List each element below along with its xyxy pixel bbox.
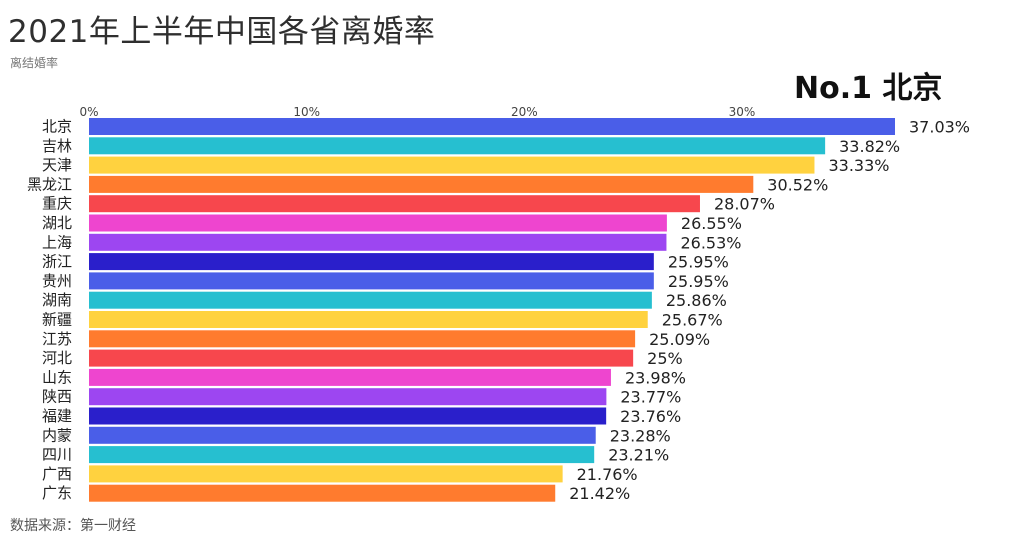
value-label: 26.55% xyxy=(681,214,742,233)
category-label: 重庆 xyxy=(42,195,72,213)
bar xyxy=(89,407,607,425)
value-label: 25.09% xyxy=(649,330,710,349)
value-label: 25.95% xyxy=(668,272,729,291)
value-label: 25.95% xyxy=(668,253,729,272)
rank-label: No.1 北京 xyxy=(794,71,943,106)
value-label: 26.53% xyxy=(680,233,741,252)
category-label: 广东 xyxy=(42,484,72,502)
x-tick-label: 20% xyxy=(511,105,538,119)
bar xyxy=(89,368,611,386)
x-tick-label: 0% xyxy=(79,105,98,119)
bar xyxy=(89,272,654,290)
value-label: 37.03% xyxy=(909,118,970,137)
category-label: 河北 xyxy=(42,349,72,367)
bar xyxy=(89,349,634,367)
value-label: 23.98% xyxy=(625,368,686,387)
bar xyxy=(89,311,648,328)
category-label: 贵州 xyxy=(42,272,72,290)
bar xyxy=(89,195,700,213)
category-label: 黑龙江 xyxy=(27,175,72,193)
category-label: 吉林 xyxy=(42,137,72,155)
category-label: 浙江 xyxy=(42,253,72,271)
category-label: 山东 xyxy=(42,368,72,386)
bar xyxy=(89,137,826,155)
category-label: 上海 xyxy=(42,233,72,251)
value-label: 21.42% xyxy=(569,484,630,503)
value-label: 23.21% xyxy=(608,446,669,465)
chart-title: 2021年上半年中国各省离婚率 xyxy=(8,14,436,50)
category-label: 福建 xyxy=(42,407,72,425)
value-label: 25.67% xyxy=(662,311,723,330)
bar xyxy=(89,388,607,406)
bar xyxy=(89,484,556,502)
category-label: 内蒙 xyxy=(42,426,72,444)
category-label: 湖南 xyxy=(42,291,72,309)
value-label: 25.86% xyxy=(666,291,727,310)
value-label: 23.28% xyxy=(610,426,671,445)
x-tick-label: 30% xyxy=(729,105,756,119)
value-label: 30.52% xyxy=(767,175,828,194)
category-label: 广西 xyxy=(42,465,72,483)
bar xyxy=(89,175,754,193)
bar xyxy=(89,291,652,309)
category-label: 北京 xyxy=(42,118,72,136)
bar xyxy=(89,330,636,348)
bar xyxy=(89,465,563,483)
category-label: 湖北 xyxy=(42,214,72,232)
chart-subtitle: 离结婚率 xyxy=(10,56,59,70)
category-label: 陕西 xyxy=(42,388,72,406)
category-label: 天津 xyxy=(42,156,72,174)
bar xyxy=(89,118,895,135)
value-label: 23.77% xyxy=(620,388,681,407)
data-source: 数据来源：第一财经 xyxy=(10,518,136,534)
bar xyxy=(89,214,667,232)
bar xyxy=(89,426,596,444)
value-label: 23.76% xyxy=(620,407,681,426)
value-label: 28.07% xyxy=(714,195,775,214)
value-label: 25% xyxy=(647,349,683,368)
bar xyxy=(89,233,667,251)
value-label: 33.33% xyxy=(828,156,889,175)
x-tick-label: 10% xyxy=(293,105,320,119)
category-label: 新疆 xyxy=(42,311,72,329)
category-label: 四川 xyxy=(42,446,72,464)
bar xyxy=(89,253,654,271)
value-label: 33.82% xyxy=(839,137,900,156)
value-label: 21.76% xyxy=(577,465,638,484)
category-label: 江苏 xyxy=(42,330,72,348)
bar xyxy=(89,156,815,174)
bar xyxy=(89,446,595,464)
